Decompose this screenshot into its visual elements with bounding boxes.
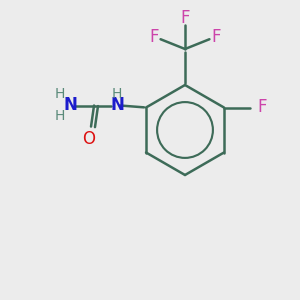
Text: F: F [211,28,221,46]
Text: H: H [112,86,122,100]
Text: N: N [110,97,124,115]
Text: F: F [180,9,190,27]
Text: O: O [82,130,95,148]
Text: N: N [63,97,77,115]
Text: F: F [149,28,159,46]
Text: H: H [55,110,65,124]
Text: F: F [257,98,266,116]
Text: H: H [55,88,65,101]
